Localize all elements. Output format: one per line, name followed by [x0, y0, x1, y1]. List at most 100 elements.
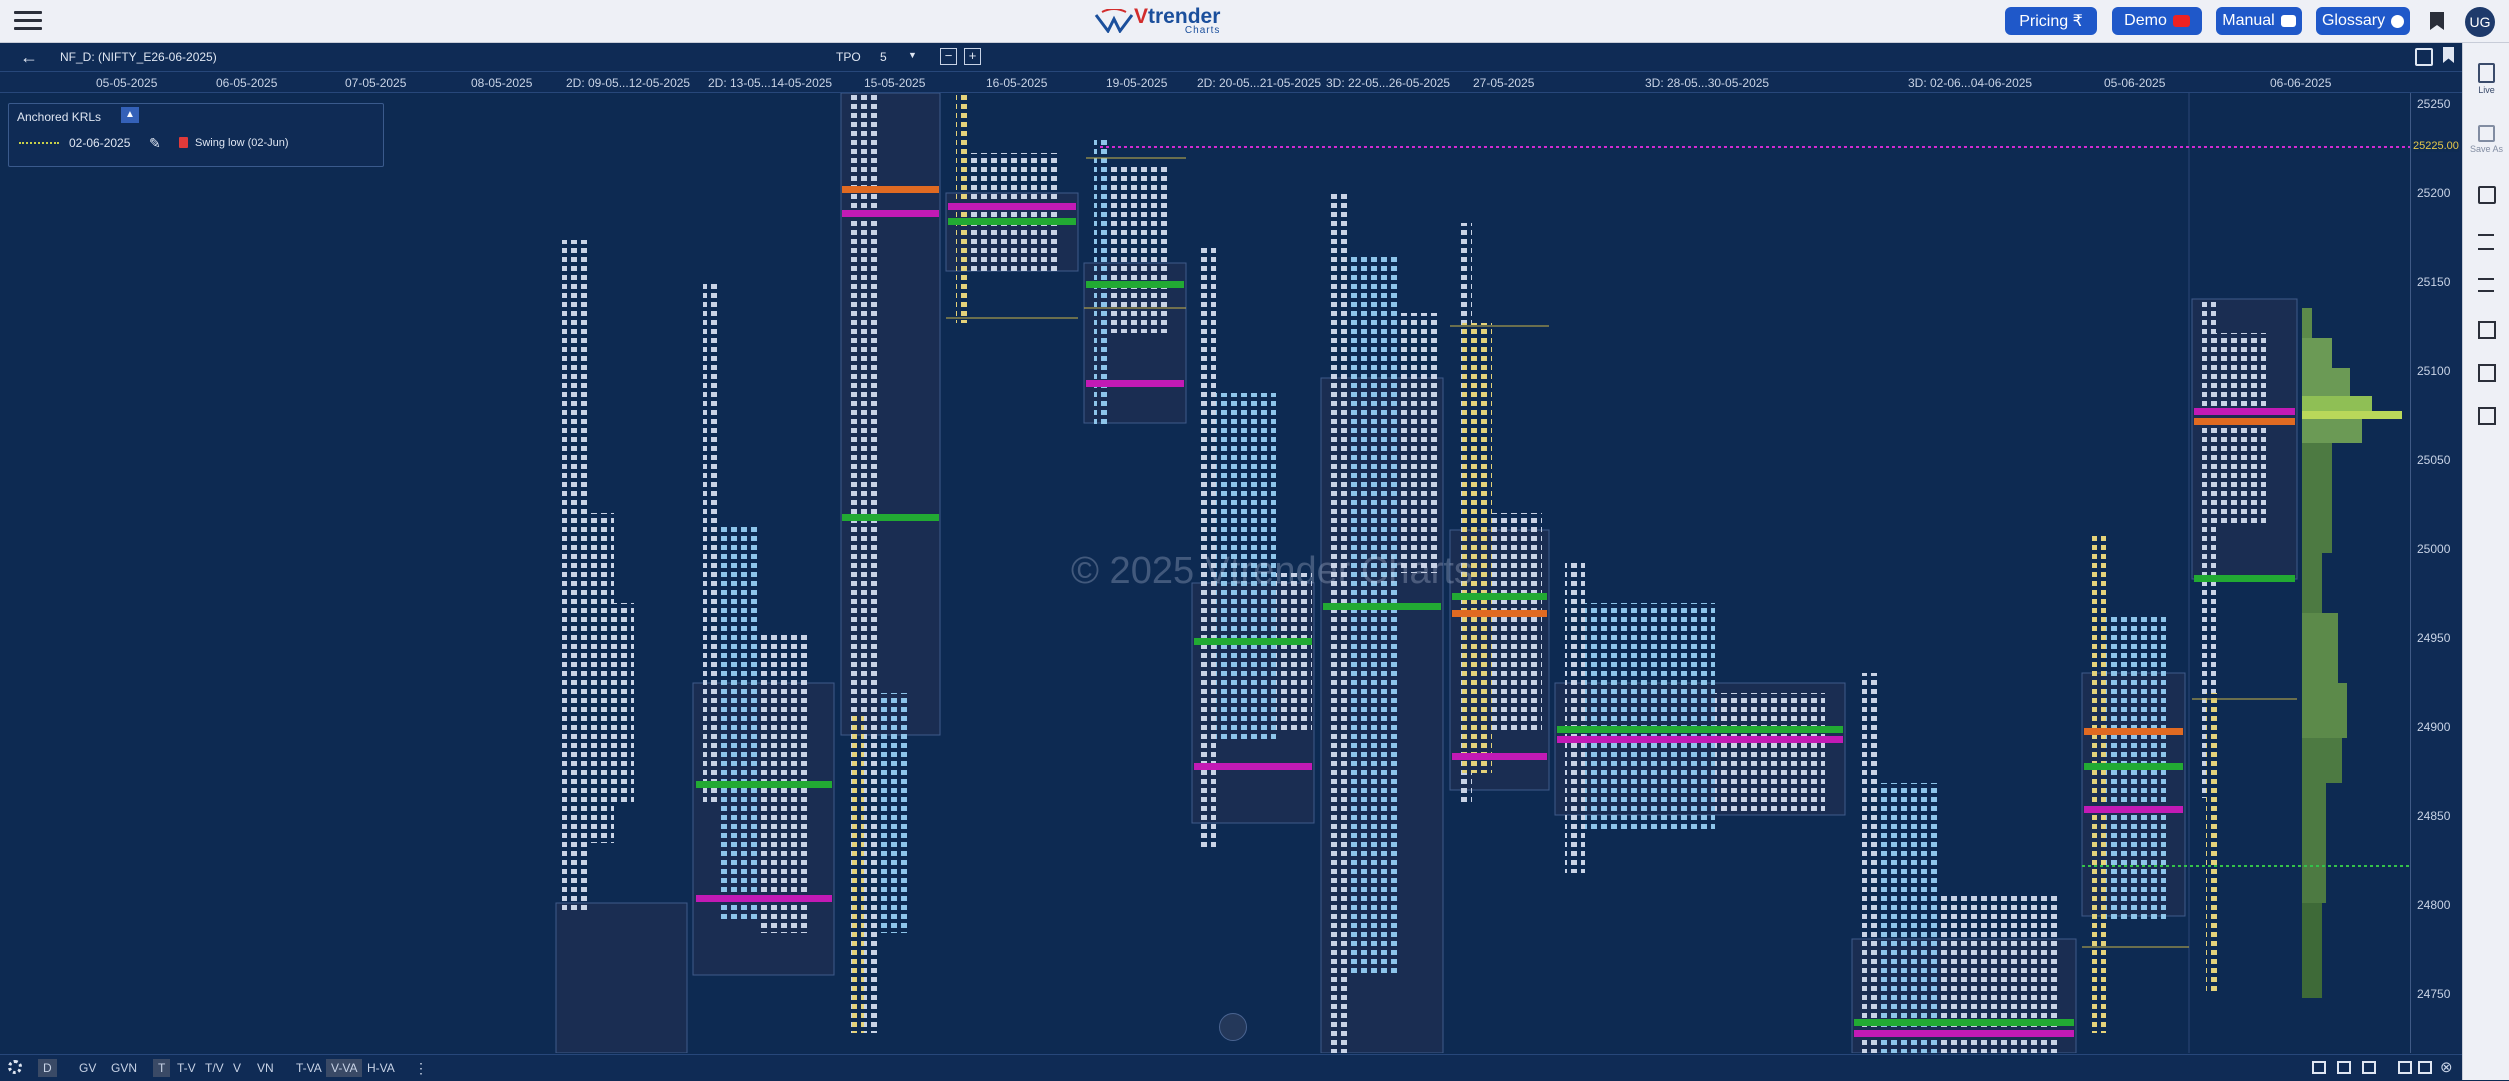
manual-label: Manual	[2222, 12, 2275, 29]
edit-icon[interactable]: ✎	[149, 135, 161, 151]
date-label: 2D: 09-05...12-05-2025	[566, 76, 691, 90]
volume-profile	[2302, 308, 2402, 998]
date-label: 3D: 22-05...26-05-2025	[1326, 76, 1451, 90]
price-tick: 25100	[2417, 364, 2451, 378]
youtube-icon	[2172, 15, 2190, 27]
date-axis: 05-05-2025 06-05-2025 07-05-2025 08-05-2…	[0, 72, 2462, 93]
profile-28-05	[1554, 563, 1846, 873]
view-vva-button[interactable]: V-VA	[326, 1059, 363, 1077]
krl-label: Swing low (02-Jun)	[195, 137, 289, 149]
vtrender-logo[interactable]: Vtrender Charts	[1094, 5, 1220, 37]
price-axis: 25250 25225.00 25200 25150 25100 25050 2…	[2410, 93, 2463, 1053]
market-profile-chart[interactable]: © 2025 Vtrender Charts	[0, 93, 2410, 1053]
line-chart-icon[interactable]	[2337, 1061, 2351, 1074]
date-label: 05-06-2025	[2104, 76, 2166, 90]
table-icon[interactable]	[2312, 1061, 2326, 1074]
krl-line-swatch	[19, 142, 59, 144]
avatar[interactable]: UG	[2465, 7, 2495, 37]
live-label: Live	[2478, 85, 2495, 95]
bookmark-plus-icon[interactable]	[2443, 47, 2454, 63]
close-icon[interactable]: ⊗	[2440, 1059, 2453, 1076]
bottom-toolbar: D GV GVN T T-V T/V V VN T-VA V-VA H-VA ⋮…	[0, 1054, 2462, 1081]
book-icon	[2280, 15, 2296, 27]
profile-19-05	[1083, 138, 1187, 428]
view-hva-button[interactable]: H-VA	[367, 1061, 395, 1075]
view-t-button[interactable]: T	[153, 1059, 171, 1077]
delete-icon[interactable]	[179, 137, 188, 148]
live-button[interactable]: Live	[2463, 63, 2509, 95]
view-t-slash-v-button[interactable]: T/V	[205, 1061, 224, 1075]
profile-22-05	[1320, 193, 1444, 1053]
profile-15-05	[840, 93, 941, 1033]
tpo-label: TPO	[836, 50, 861, 64]
settings-gear-icon[interactable]	[8, 1060, 22, 1074]
view-gv-button[interactable]: GV	[79, 1061, 97, 1075]
date-label: 27-05-2025	[1473, 76, 1535, 90]
date-label: 06-06-2025	[2270, 76, 2332, 90]
symbol-label: NF_D: (NIFTY_E26-06-2025)	[60, 50, 217, 64]
fullscreen-icon[interactable]	[1219, 1013, 1247, 1041]
view-d-button[interactable]: D	[38, 1059, 57, 1077]
tpo-increase-button[interactable]: +	[964, 48, 981, 65]
demo-label: Demo	[2124, 12, 2167, 29]
profile-02-06	[1851, 673, 2077, 1053]
profile-20-05	[1191, 248, 1315, 848]
tpo-decrease-button[interactable]: −	[940, 48, 957, 65]
tpo-dropdown-icon[interactable]: ▼	[908, 50, 917, 60]
save-icon[interactable]	[2415, 48, 2433, 66]
profile-27-05	[1449, 223, 1550, 803]
bookmark-icon[interactable]	[2430, 12, 2444, 30]
back-arrow-icon[interactable]: ←	[20, 47, 38, 67]
krl-date: 02-06-2025	[69, 136, 131, 150]
document-icon	[2478, 63, 2495, 83]
bars-icon[interactable]	[2362, 1061, 2376, 1074]
logo-subtitle: Charts	[1184, 24, 1221, 36]
layout-split-icon[interactable]	[2398, 1061, 2412, 1074]
glossary-button[interactable]: Glossary	[2316, 7, 2410, 35]
profile-13-05	[692, 283, 835, 976]
price-tick: 25250	[2417, 97, 2451, 111]
demo-button[interactable]: Demo	[2112, 7, 2202, 35]
chart-watermark: © 2025 Vtrender Charts	[1071, 550, 1473, 592]
pricing-button[interactable]: Pricing ₹	[2005, 7, 2097, 35]
view-gvn-button[interactable]: GVN	[111, 1061, 138, 1075]
krl-collapse-button[interactable]: ▲	[121, 107, 139, 123]
logo-brand-text: trender	[1148, 4, 1221, 28]
price-tick: 25200	[2417, 186, 2451, 200]
expand-icon[interactable]	[2418, 1061, 2432, 1074]
profile-05-06	[2081, 533, 2186, 1033]
price-tick: 25000	[2417, 542, 2451, 556]
menu-icon[interactable]	[14, 11, 42, 31]
date-label: 3D: 28-05...30-05-2025	[1645, 76, 1770, 90]
chart-toolbar: ← NF_D: (NIFTY_E26-06-2025) TPO 5 ▼ − +	[0, 43, 2462, 72]
rectangle-tool-icon[interactable]	[2478, 186, 2496, 204]
lines-icon[interactable]	[2478, 278, 2494, 292]
date-label: 19-05-2025	[1106, 76, 1168, 90]
pricing-label: Pricing ₹	[2019, 13, 2083, 30]
grid-icon[interactable]	[2478, 321, 2496, 339]
manual-button[interactable]: Manual	[2216, 7, 2302, 35]
view-tva-button[interactable]: T-VA	[296, 1061, 322, 1075]
save-as-button[interactable]: Save As	[2463, 125, 2509, 154]
save-as-label: Save As	[2469, 144, 2504, 154]
view-tv-button[interactable]: T-V	[177, 1061, 196, 1075]
price-tick: 25050	[2417, 453, 2451, 467]
more-options-icon[interactable]: ⋮	[414, 1060, 428, 1076]
anchored-krls-panel: Anchored KRLs ▲ 02-06-2025 ✎ Swing low (…	[8, 103, 384, 167]
price-marker-label: 25225.00	[2413, 140, 2459, 152]
view-vn-button[interactable]: VN	[257, 1061, 274, 1075]
view-v-button[interactable]: V	[233, 1061, 242, 1075]
profile-06-06	[2191, 298, 2298, 993]
price-tick: 24750	[2417, 987, 2451, 1001]
date-label: 06-05-2025	[216, 76, 278, 90]
date-label: 2D: 20-05...21-05-2025	[1197, 76, 1322, 90]
list-icon[interactable]	[2478, 234, 2494, 250]
profile-16-05	[945, 93, 1079, 323]
date-label: 08-05-2025	[471, 76, 533, 90]
right-tool-panel: Live Save As	[2462, 43, 2509, 1080]
tpo-size-select[interactable]: 5	[880, 50, 887, 64]
date-label: 15-05-2025	[864, 76, 926, 90]
columns-icon[interactable]	[2478, 364, 2496, 382]
save-disk-icon	[2478, 125, 2495, 142]
layout-icon[interactable]	[2478, 407, 2496, 425]
